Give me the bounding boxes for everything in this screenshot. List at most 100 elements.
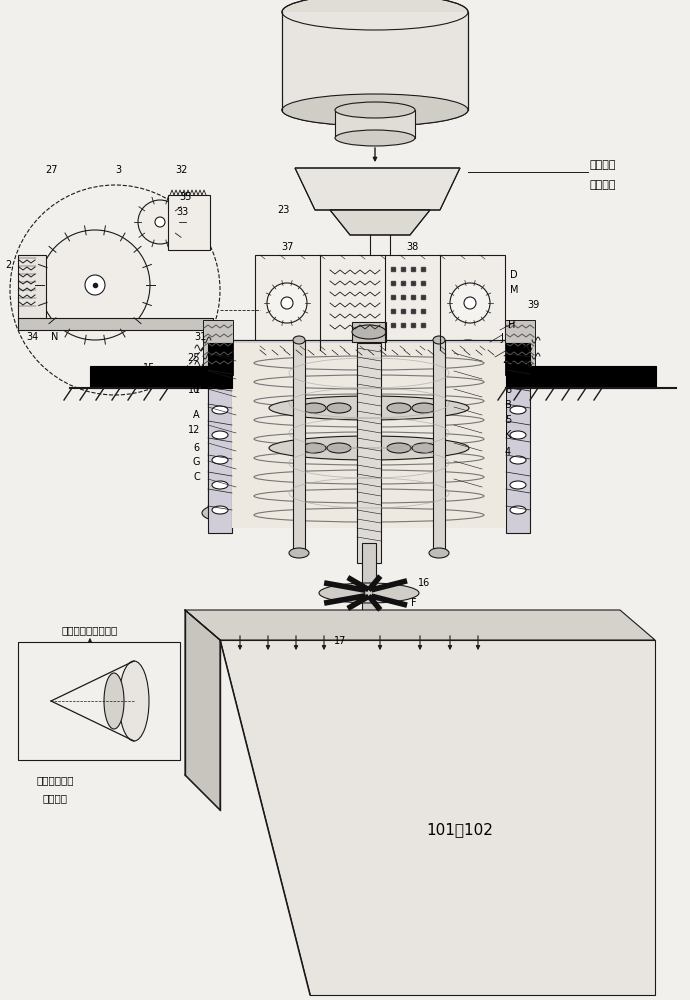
Text: 21: 21 (502, 355, 514, 365)
Text: 10: 10 (188, 385, 200, 395)
Ellipse shape (155, 217, 165, 227)
Bar (362, 543, 376, 623)
Text: K: K (505, 430, 511, 440)
Ellipse shape (212, 506, 228, 514)
Text: 101或102: 101或102 (426, 822, 493, 838)
Ellipse shape (335, 130, 415, 146)
Ellipse shape (281, 297, 293, 309)
Ellipse shape (289, 548, 309, 558)
Text: E: E (505, 343, 511, 353)
Ellipse shape (510, 481, 526, 489)
Text: L: L (505, 370, 511, 380)
Text: 1: 1 (194, 385, 200, 395)
Ellipse shape (214, 345, 228, 353)
Bar (232, 343, 506, 528)
Ellipse shape (450, 283, 490, 323)
Ellipse shape (347, 611, 391, 625)
Bar (208, 340, 530, 350)
Ellipse shape (282, 94, 468, 126)
Text: 35: 35 (179, 192, 191, 202)
Ellipse shape (282, 0, 468, 30)
Ellipse shape (327, 403, 351, 413)
Text: N: N (51, 332, 59, 342)
Ellipse shape (212, 406, 228, 414)
Ellipse shape (510, 381, 526, 389)
Text: 37: 37 (281, 242, 293, 252)
Ellipse shape (454, 500, 482, 516)
Text: 15: 15 (143, 363, 155, 373)
Ellipse shape (387, 403, 411, 413)
Text: 31: 31 (194, 332, 206, 342)
Ellipse shape (302, 403, 326, 413)
Ellipse shape (268, 345, 282, 353)
Bar (454, 348, 482, 508)
Bar (335, 110, 415, 138)
Text: 32: 32 (176, 165, 188, 175)
Ellipse shape (119, 661, 149, 741)
Ellipse shape (322, 345, 336, 353)
Text: 5: 5 (505, 415, 511, 425)
Bar (352, 322, 386, 342)
Ellipse shape (286, 345, 300, 353)
Bar (506, 366, 656, 388)
Text: 内螺旋体或外螺旋体: 内螺旋体或外螺旋体 (62, 625, 118, 635)
Ellipse shape (208, 340, 236, 356)
Polygon shape (295, 168, 460, 210)
Ellipse shape (430, 345, 444, 353)
Ellipse shape (429, 548, 449, 558)
Text: 16: 16 (418, 578, 430, 588)
Ellipse shape (212, 456, 228, 464)
Bar (90, 366, 232, 388)
Ellipse shape (510, 456, 526, 464)
Text: 23: 23 (277, 205, 290, 215)
Text: H: H (509, 320, 515, 330)
Bar (208, 340, 530, 358)
Bar (357, 343, 381, 563)
Polygon shape (220, 640, 655, 995)
Ellipse shape (269, 396, 469, 420)
Ellipse shape (250, 345, 264, 353)
Bar (505, 320, 535, 375)
Text: 27: 27 (46, 165, 58, 175)
Ellipse shape (376, 345, 390, 353)
Ellipse shape (319, 583, 419, 603)
Ellipse shape (85, 275, 105, 295)
Text: 可移动圆壳或: 可移动圆壳或 (37, 775, 74, 785)
Polygon shape (185, 610, 655, 640)
Ellipse shape (448, 345, 462, 353)
Text: 33: 33 (176, 207, 188, 217)
Ellipse shape (302, 443, 326, 453)
Ellipse shape (387, 443, 411, 453)
Bar (18, 318, 213, 330)
Ellipse shape (212, 481, 228, 489)
Text: G: G (193, 457, 200, 467)
Bar (506, 348, 530, 533)
Polygon shape (330, 210, 430, 235)
Text: M: M (510, 285, 518, 295)
Text: J: J (500, 333, 504, 343)
Text: 3: 3 (115, 165, 121, 175)
Text: 39: 39 (527, 300, 540, 310)
Ellipse shape (104, 673, 124, 729)
Ellipse shape (208, 500, 236, 516)
Ellipse shape (394, 345, 408, 353)
Text: B: B (504, 400, 511, 410)
Bar (255, 255, 505, 350)
Text: 6: 6 (194, 443, 200, 453)
Ellipse shape (304, 345, 318, 353)
Text: C: C (193, 472, 200, 482)
Text: 38: 38 (406, 242, 418, 252)
Ellipse shape (510, 406, 526, 414)
Ellipse shape (335, 102, 415, 118)
Text: 制备装置: 制备装置 (590, 180, 616, 190)
Text: 筒体展开: 筒体展开 (43, 793, 68, 803)
Text: 金属粗粉: 金属粗粉 (590, 160, 616, 170)
Ellipse shape (412, 443, 436, 453)
Ellipse shape (212, 431, 228, 439)
Bar (208, 343, 232, 373)
Ellipse shape (454, 340, 482, 356)
Bar (208, 348, 232, 533)
Ellipse shape (269, 436, 469, 460)
Text: 29: 29 (188, 368, 200, 378)
Text: 12: 12 (188, 425, 200, 435)
